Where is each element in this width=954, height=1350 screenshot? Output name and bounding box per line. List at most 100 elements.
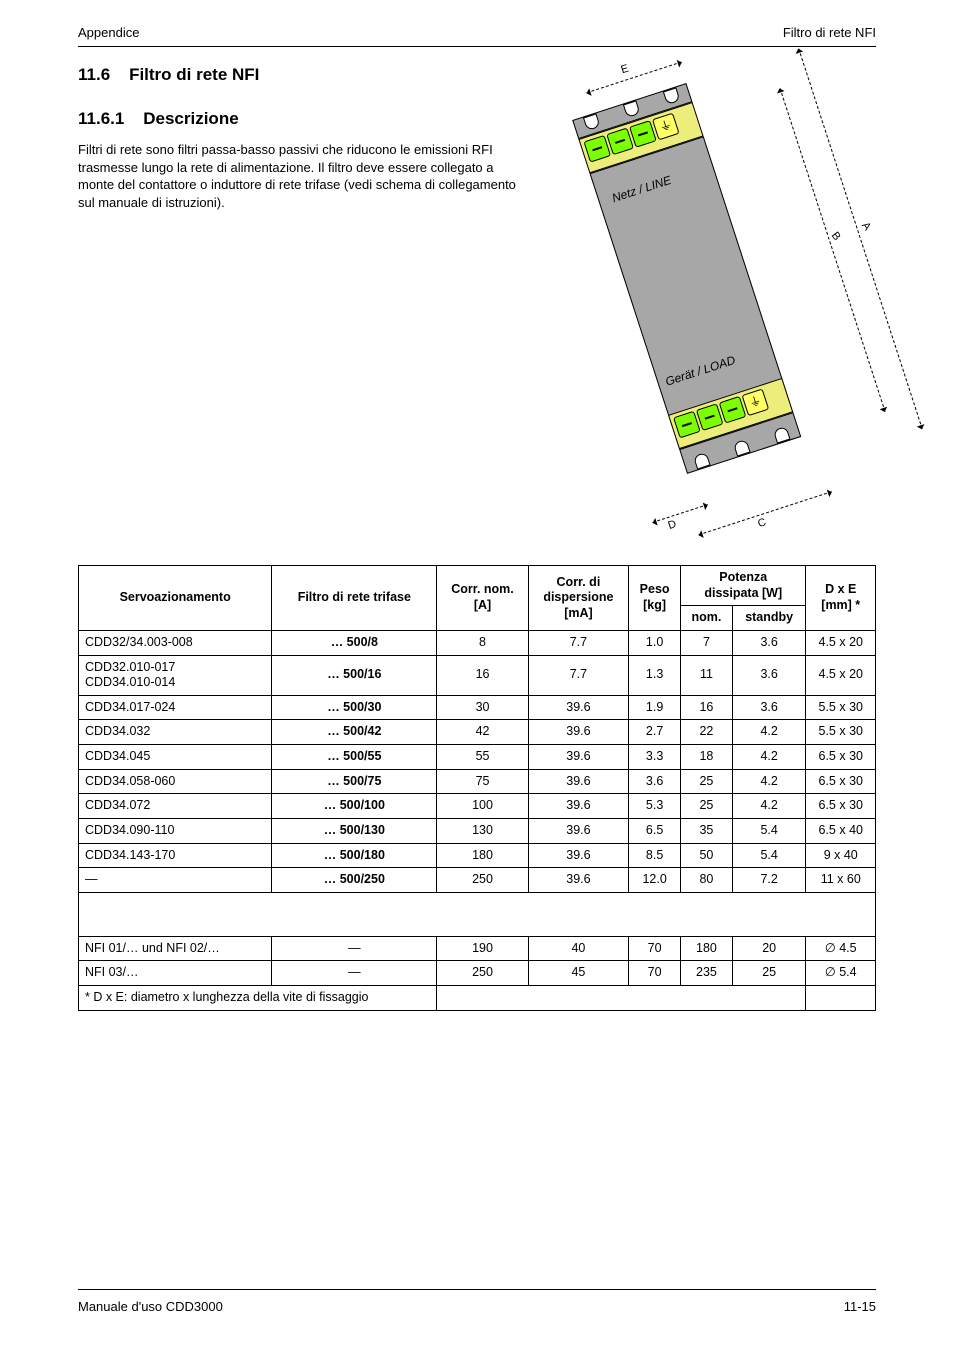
- terminal-ground: [742, 388, 770, 416]
- subsection-num: 11.6.1: [78, 109, 124, 128]
- cell-weight: 2.7: [629, 720, 681, 745]
- th-weight: Peso[kg]: [629, 566, 681, 631]
- cell-dims-H: 250: [437, 961, 528, 986]
- cell-de: 5.5 x 30: [806, 720, 876, 745]
- table-row: CDD34.090-110… 500/13013039.66.5355.46.5…: [79, 818, 876, 843]
- cell-device: CDD32.010-017CDD34.010-014: [79, 655, 272, 695]
- th-leak: Corr. didispersione[mA]: [528, 566, 629, 631]
- cell-dims-A: 235: [681, 961, 733, 986]
- cell-weight: 5.3: [629, 794, 681, 819]
- footer-rule: [78, 1289, 876, 1290]
- cell-weight: 1.9: [629, 695, 681, 720]
- cell-current: 130: [437, 818, 528, 843]
- cell-type: … 500/250: [272, 868, 437, 893]
- th-losses: Potenzadissipata [W]: [681, 566, 806, 606]
- cell-type: … 500/130: [272, 818, 437, 843]
- cell-device: CDD34.058-060: [79, 769, 272, 794]
- cell-pnom: 7: [681, 630, 733, 655]
- filter-iso: Netz / LINE Gerät / LOAD: [545, 105, 846, 509]
- cell-dims-Bmm: 20: [732, 936, 806, 961]
- cell-weight: 1.0: [629, 630, 681, 655]
- header-right: Filtro di rete NFI: [783, 25, 876, 40]
- cell-type: … 500/8: [272, 630, 437, 655]
- cell-pnom: 25: [681, 794, 733, 819]
- cell-type: … 500/180: [272, 843, 437, 868]
- cell-weight: 12.0: [629, 868, 681, 893]
- cell-psb: 5.4: [732, 818, 806, 843]
- cell-dims-name: NFI 03/…: [79, 961, 272, 986]
- spec-table-head: Servoazionamento Filtro di rete trifase …: [79, 566, 876, 631]
- table-row: CDD34.032… 500/424239.62.7224.25.5 x 30: [79, 720, 876, 745]
- cell-psb: 4.2: [732, 720, 806, 745]
- section-title: 11.6 Filtro di rete NFI: [78, 65, 876, 85]
- cell-psb: 4.2: [732, 794, 806, 819]
- cell-pnom: 50: [681, 843, 733, 868]
- cell-type: … 500/42: [272, 720, 437, 745]
- terminal-ground: [652, 113, 680, 141]
- cell-de: 6.5 x 30: [806, 745, 876, 770]
- cell-device: CDD34.045: [79, 745, 272, 770]
- cell-psb: 7.2: [732, 868, 806, 893]
- cell-dims-D: 70: [629, 961, 681, 986]
- cell-dims-H: 190: [437, 936, 528, 961]
- dim-C: C: [754, 516, 769, 531]
- header-rule: [78, 46, 876, 47]
- note-mid: [437, 986, 806, 1011]
- cell-type: … 500/100: [272, 794, 437, 819]
- table-row: CDD32/34.003-008… 500/887.71.073.64.5 x …: [79, 630, 876, 655]
- table-row: CDD34.045… 500/555539.63.3184.26.5 x 30: [79, 745, 876, 770]
- cell-current: 8: [437, 630, 528, 655]
- cell-current: 75: [437, 769, 528, 794]
- cell-pnom: 35: [681, 818, 733, 843]
- cell-current: 30: [437, 695, 528, 720]
- cell-current: 16: [437, 655, 528, 695]
- cell-weight: 3.3: [629, 745, 681, 770]
- cell-current: 250: [437, 868, 528, 893]
- cell-leak: 39.6: [528, 695, 629, 720]
- cell-psb: 3.6: [732, 695, 806, 720]
- spec-table: Servoazionamento Filtro di rete trifase …: [78, 565, 876, 1011]
- subsection-title: 11.6.1 Descrizione: [78, 109, 526, 129]
- cell-leak: 39.6: [528, 745, 629, 770]
- cell-device: CDD34.143-170: [79, 843, 272, 868]
- note-right: [806, 986, 876, 1011]
- cell-dims-A: 180: [681, 936, 733, 961]
- cell-device: —: [79, 868, 272, 893]
- cell-de: 4.5 x 20: [806, 655, 876, 695]
- table-row: NFI 03/…—250457023525∅ 5.4: [79, 961, 876, 986]
- dim-A-line: [798, 48, 923, 429]
- cell-leak: 39.6: [528, 843, 629, 868]
- cell-de: 6.5 x 30: [806, 769, 876, 794]
- th-losses-sb: standby: [732, 606, 806, 631]
- cell-leak: 39.6: [528, 720, 629, 745]
- cell-device: CDD34.032: [79, 720, 272, 745]
- dim-D: D: [665, 517, 680, 532]
- th-dxe: D x E[mm] *: [806, 566, 876, 631]
- cell-dims-D: 70: [629, 936, 681, 961]
- cell-dims-b: —: [272, 936, 437, 961]
- th-current: Corr. nom.[A]: [437, 566, 528, 631]
- cell-leak: 39.6: [528, 769, 629, 794]
- th-losses-nom: nom.: [681, 606, 733, 631]
- table-row: NFI 01/… und NFI 02/…—190407018020∅ 4.5: [79, 936, 876, 961]
- section-txt: Filtro di rete NFI: [129, 65, 259, 84]
- cell-leak: 39.6: [528, 868, 629, 893]
- header-left: Appendice: [78, 25, 139, 40]
- cell-psb: 3.6: [732, 630, 806, 655]
- cell-de: 5.5 x 30: [806, 695, 876, 720]
- filter-figure: Netz / LINE Gerät / LOAD: [566, 97, 866, 557]
- cell-dims-C: ∅ 5.4: [806, 961, 876, 986]
- cell-pnom: 25: [681, 769, 733, 794]
- cell-psb: 4.2: [732, 769, 806, 794]
- cell-leak: 39.6: [528, 818, 629, 843]
- cell-de: 11 x 60: [806, 868, 876, 893]
- dim-C-line: [698, 491, 831, 535]
- cell-psb: 3.6: [732, 655, 806, 695]
- cell-weight: 8.5: [629, 843, 681, 868]
- section-paragraph: Filtri di rete sono filtri passa-basso p…: [78, 141, 526, 211]
- cell-pnom: 80: [681, 868, 733, 893]
- cell-device: CDD32/34.003-008: [79, 630, 272, 655]
- cell-pnom: 11: [681, 655, 733, 695]
- cell-device: CDD34.072: [79, 794, 272, 819]
- cell-dims-W: 45: [528, 961, 629, 986]
